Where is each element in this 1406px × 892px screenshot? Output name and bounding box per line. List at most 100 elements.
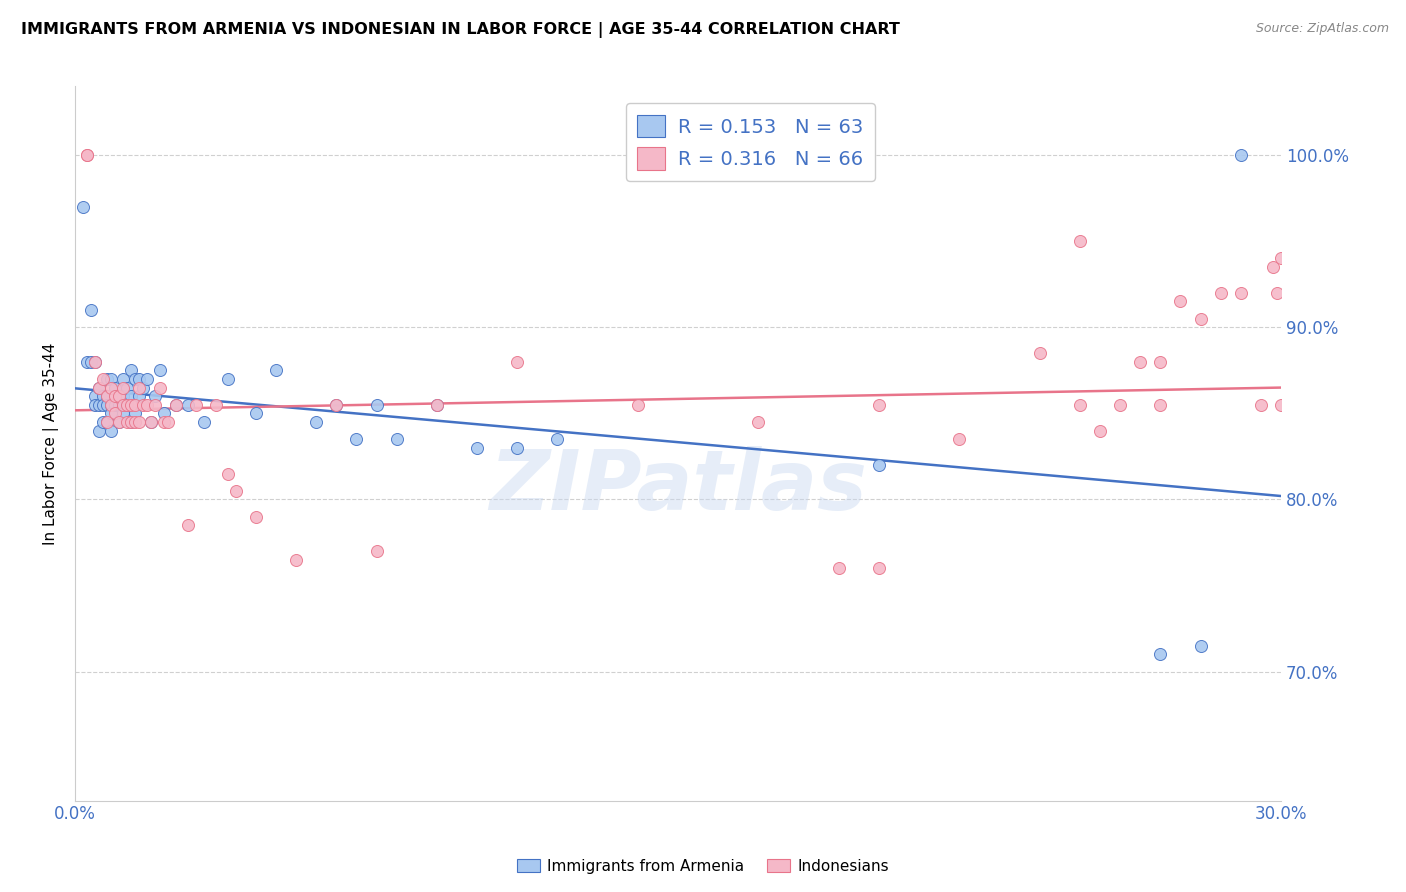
Point bbox=[124, 415, 146, 429]
Point bbox=[285, 552, 308, 566]
Point bbox=[225, 483, 247, 498]
Point bbox=[104, 406, 127, 420]
Legend: R = 0.153   N = 63, R = 0.316   N = 66: R = 0.153 N = 63, R = 0.316 N = 66 bbox=[626, 103, 875, 181]
Point bbox=[546, 432, 568, 446]
Point bbox=[100, 372, 122, 386]
Point bbox=[264, 363, 287, 377]
Point bbox=[124, 398, 146, 412]
Point bbox=[100, 398, 122, 412]
Point bbox=[100, 380, 122, 394]
Point bbox=[112, 380, 135, 394]
Point bbox=[89, 424, 111, 438]
Point bbox=[104, 389, 127, 403]
Point bbox=[506, 441, 529, 455]
Point bbox=[141, 415, 163, 429]
Point bbox=[128, 389, 150, 403]
Point bbox=[868, 398, 890, 412]
Point bbox=[112, 406, 135, 420]
Point bbox=[193, 415, 215, 429]
Point bbox=[1149, 398, 1171, 412]
Point bbox=[89, 398, 111, 412]
Point bbox=[217, 467, 239, 481]
Point bbox=[132, 380, 155, 394]
Point bbox=[84, 355, 107, 369]
Point bbox=[76, 148, 98, 162]
Point bbox=[104, 398, 127, 412]
Point bbox=[112, 372, 135, 386]
Point bbox=[96, 389, 118, 403]
Point bbox=[91, 415, 114, 429]
Point bbox=[72, 200, 94, 214]
Point bbox=[176, 398, 198, 412]
Y-axis label: In Labor Force | Age 35-44: In Labor Force | Age 35-44 bbox=[44, 343, 59, 545]
Point bbox=[176, 518, 198, 533]
Point bbox=[868, 561, 890, 575]
Point bbox=[1270, 398, 1292, 412]
Text: IMMIGRANTS FROM ARMENIA VS INDONESIAN IN LABOR FORCE | AGE 35-44 CORRELATION CHA: IMMIGRANTS FROM ARMENIA VS INDONESIAN IN… bbox=[21, 22, 900, 38]
Text: ZIPatlas: ZIPatlas bbox=[489, 446, 868, 527]
Point bbox=[91, 372, 114, 386]
Point bbox=[1229, 285, 1251, 300]
Point bbox=[108, 389, 131, 403]
Point bbox=[108, 415, 131, 429]
Point bbox=[1069, 234, 1091, 248]
Point bbox=[1069, 398, 1091, 412]
Point bbox=[96, 372, 118, 386]
Point bbox=[245, 406, 267, 420]
Point bbox=[1229, 802, 1251, 816]
Point bbox=[84, 389, 107, 403]
Point bbox=[1170, 294, 1192, 309]
Point bbox=[117, 380, 139, 394]
Point bbox=[108, 398, 131, 412]
Point bbox=[1149, 355, 1171, 369]
Point bbox=[1029, 346, 1052, 360]
Point bbox=[84, 398, 107, 412]
Point bbox=[120, 415, 142, 429]
Point bbox=[76, 148, 98, 162]
Point bbox=[100, 406, 122, 420]
Point bbox=[868, 458, 890, 472]
Point bbox=[828, 561, 851, 575]
Point bbox=[136, 398, 159, 412]
Point bbox=[148, 363, 170, 377]
Point bbox=[325, 398, 347, 412]
Text: Source: ZipAtlas.com: Source: ZipAtlas.com bbox=[1256, 22, 1389, 36]
Point bbox=[204, 398, 226, 412]
Point bbox=[156, 415, 179, 429]
Point bbox=[1189, 639, 1212, 653]
Point bbox=[165, 398, 187, 412]
Point bbox=[108, 415, 131, 429]
Point bbox=[184, 398, 207, 412]
Point bbox=[89, 380, 111, 394]
Point bbox=[96, 398, 118, 412]
Point bbox=[1129, 355, 1152, 369]
Point bbox=[120, 415, 142, 429]
Point bbox=[1270, 252, 1292, 266]
Point bbox=[366, 544, 388, 558]
Point bbox=[89, 380, 111, 394]
Point bbox=[141, 415, 163, 429]
Point bbox=[120, 398, 142, 412]
Point bbox=[165, 398, 187, 412]
Point bbox=[136, 372, 159, 386]
Point bbox=[1261, 260, 1284, 274]
Point bbox=[346, 432, 368, 446]
Point bbox=[1209, 285, 1232, 300]
Point bbox=[132, 398, 155, 412]
Point bbox=[152, 406, 174, 420]
Point bbox=[426, 398, 449, 412]
Point bbox=[1149, 648, 1171, 662]
Point bbox=[148, 380, 170, 394]
Point bbox=[117, 415, 139, 429]
Point bbox=[1109, 398, 1132, 412]
Point bbox=[124, 372, 146, 386]
Point bbox=[152, 415, 174, 429]
Point bbox=[325, 398, 347, 412]
Point bbox=[145, 398, 167, 412]
Point bbox=[96, 415, 118, 429]
Point bbox=[104, 380, 127, 394]
Point bbox=[117, 398, 139, 412]
Point bbox=[112, 398, 135, 412]
Point bbox=[1265, 285, 1288, 300]
Point bbox=[305, 415, 328, 429]
